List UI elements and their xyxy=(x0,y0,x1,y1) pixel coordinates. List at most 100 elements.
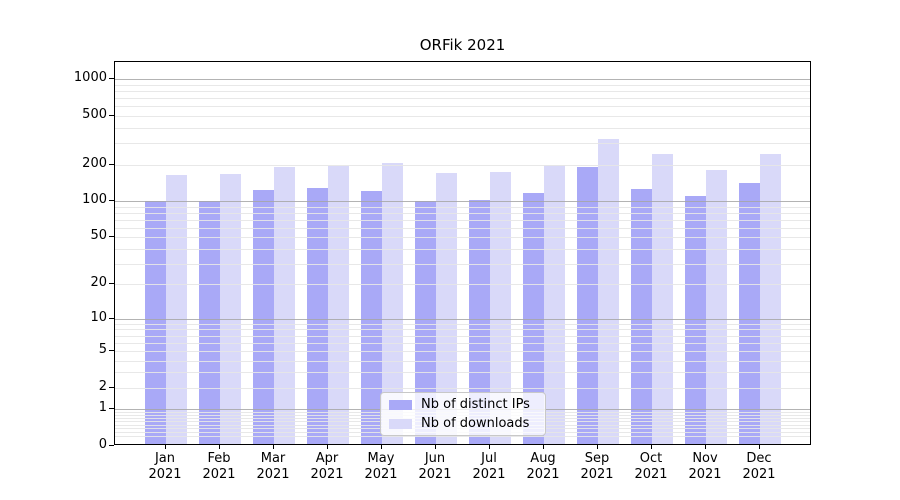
bar-downloads-feb xyxy=(220,174,241,444)
y-tick-label: 0 xyxy=(98,437,107,452)
bar-distinct-ips-mar xyxy=(253,190,274,444)
y-tick-mark xyxy=(109,317,114,319)
x-tick-mark xyxy=(327,445,328,449)
minor-gridline xyxy=(115,360,810,362)
x-tick-label: Dec 2021 xyxy=(729,451,789,483)
bar-downloads-jun xyxy=(436,172,457,444)
x-tick-label-year: 2021 xyxy=(310,467,344,482)
bar-downloads-nov xyxy=(706,170,727,444)
bar-downloads-jul xyxy=(490,171,511,444)
major-gridline xyxy=(115,79,810,81)
x-tick-label: Oct 2021 xyxy=(621,451,681,483)
x-tick-mark xyxy=(273,445,274,449)
minor-gridline xyxy=(115,323,810,325)
x-tick-mark xyxy=(597,445,598,449)
legend-label-downloads: Nb of downloads xyxy=(421,416,530,431)
y-tick-label: 20 xyxy=(90,275,107,291)
x-tick-label-year: 2021 xyxy=(472,467,506,482)
minor-gridline xyxy=(115,372,810,374)
y-tick-label: 100 xyxy=(82,192,107,208)
y-tick-mark xyxy=(109,163,114,165)
x-tick-label-year: 2021 xyxy=(526,467,560,482)
y-tick-label: 500 xyxy=(82,107,107,123)
y-tick-label: 2 xyxy=(98,378,107,394)
minor-gridline xyxy=(115,237,810,239)
x-tick-label-year: 2021 xyxy=(418,467,452,482)
bar-distinct-ips-aug xyxy=(523,192,544,444)
bar-distinct-ips-jan xyxy=(145,201,166,444)
minor-gridline xyxy=(115,127,810,129)
x-tick-label: Nov 2021 xyxy=(675,451,735,483)
bar-distinct-ips-sep xyxy=(577,166,598,444)
x-tick-label: Jan 2021 xyxy=(135,451,195,483)
y-tick-mark xyxy=(109,236,114,238)
minor-gridline xyxy=(115,212,810,214)
bar-distinct-ips-feb xyxy=(199,201,220,444)
minor-gridline xyxy=(115,284,810,286)
x-tick-label: Aug 2021 xyxy=(513,451,573,483)
minor-gridline xyxy=(115,91,810,93)
y-tick-label: 200 xyxy=(82,155,107,171)
x-tick-label: May 2021 xyxy=(351,451,411,483)
bar-distinct-ips-dec xyxy=(739,182,760,444)
minor-gridline xyxy=(115,342,810,344)
bar-downloads-oct xyxy=(652,153,673,444)
minor-gridline xyxy=(115,248,810,250)
legend-row-distinct-ips: Nb of distinct IPs xyxy=(389,397,537,412)
y-tick-label: 1 xyxy=(98,400,107,416)
y-tick-mark xyxy=(109,408,114,410)
legend-label-distinct-ips: Nb of distinct IPs xyxy=(421,397,530,412)
minor-gridline xyxy=(115,219,810,221)
y-tick-label: 50 xyxy=(90,228,107,244)
x-tick-label-year: 2021 xyxy=(634,467,668,482)
bar-distinct-ips-apr xyxy=(307,188,328,444)
x-tick-label: Apr 2021 xyxy=(297,451,357,483)
minor-gridline xyxy=(115,143,810,145)
x-tick-label-year: 2021 xyxy=(202,467,236,482)
bar-downloads-dec xyxy=(760,153,781,444)
minor-gridline xyxy=(115,98,810,100)
bar-downloads-sep xyxy=(598,139,619,444)
y-tick-label: 5 xyxy=(98,341,107,357)
x-tick-label-year: 2021 xyxy=(580,467,614,482)
minor-gridline xyxy=(115,350,810,352)
minor-gridline xyxy=(115,84,810,86)
legend: Nb of distinct IPs Nb of downloads xyxy=(380,392,546,436)
y-tick-mark xyxy=(109,445,114,446)
x-tick-label: Feb 2021 xyxy=(189,451,249,483)
y-tick-label: 1000 xyxy=(73,70,107,86)
minor-gridline xyxy=(115,164,810,166)
plot-area: Nb of distinct IPs Nb of downloads xyxy=(114,61,811,445)
minor-gridline xyxy=(115,329,810,331)
chart-title: ORFik 2021 xyxy=(419,36,506,54)
bar-distinct-ips-jun xyxy=(415,201,436,444)
bar-distinct-ips-oct xyxy=(631,188,652,444)
bar-downloads-mar xyxy=(274,167,295,444)
y-tick-mark xyxy=(109,349,114,351)
y-tick-label: 10 xyxy=(90,309,107,325)
minor-gridline xyxy=(115,106,810,108)
minor-gridline xyxy=(115,206,810,208)
y-tick-mark xyxy=(109,200,114,202)
legend-swatch-distinct-ips xyxy=(389,399,412,410)
x-tick-label-year: 2021 xyxy=(364,467,398,482)
y-tick-mark xyxy=(109,283,114,285)
minor-gridline xyxy=(115,335,810,337)
y-tick-mark xyxy=(109,386,114,388)
x-tick-label-year: 2021 xyxy=(148,467,182,482)
y-tick-mark xyxy=(109,78,114,80)
bar-distinct-ips-may xyxy=(361,191,382,444)
x-tick-mark xyxy=(219,445,220,449)
major-gridline xyxy=(115,201,810,203)
x-tick-label: Sep 2021 xyxy=(567,451,627,483)
x-tick-mark xyxy=(489,445,490,449)
minor-gridline xyxy=(115,263,810,265)
x-tick-mark xyxy=(651,445,652,449)
bar-distinct-ips-nov xyxy=(685,196,706,444)
bar-distinct-ips-jul xyxy=(469,199,490,444)
x-tick-mark xyxy=(759,445,760,449)
minor-gridline xyxy=(115,227,810,229)
x-tick-mark xyxy=(435,445,436,449)
x-tick-label: Jul 2021 xyxy=(459,451,519,483)
